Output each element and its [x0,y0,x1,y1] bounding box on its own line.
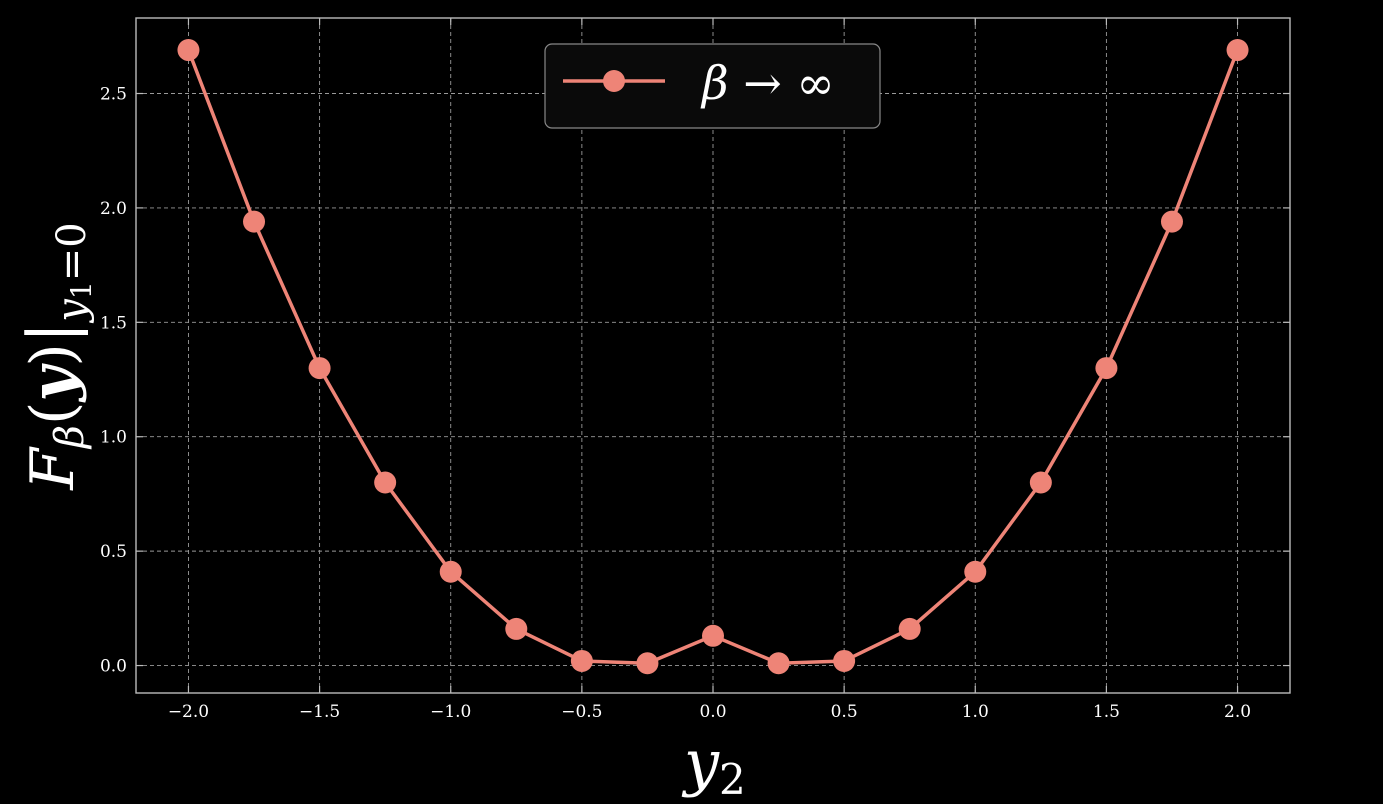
data-point [898,617,921,640]
plot-frame [135,17,1291,694]
y-tick-label: 2.0 [100,199,127,219]
legend-label: β → ∞ [700,56,835,110]
x-tick-label: 2.0 [1224,702,1251,722]
y-tick-label: 2.5 [100,85,127,105]
svg-text:y2: y2 [681,726,746,804]
data-point [767,652,790,675]
y-axis-title-close-paren: ) [18,343,88,366]
data-point [964,560,987,583]
x-axis-title-base: y [681,726,720,799]
y-axis-title-bar: | [15,322,89,344]
y-tick-label: 1.0 [100,428,127,448]
y-axis-title-bold-y: y [18,363,88,404]
series [177,39,1249,675]
data-point [1226,39,1249,62]
svg-text:Fβ(y)|y1=0: Fβ(y)|y1=0 [15,222,98,490]
data-point [374,471,397,494]
data-point [1095,357,1118,380]
data-point [702,624,724,647]
x-tick-label: 0.5 [831,702,858,722]
x-tick-label: −1.0 [430,702,471,722]
y-axis-title-open-paren: ( [18,402,88,425]
legend-marker [603,70,625,92]
legend: β → ∞ [544,43,881,129]
data-point [439,560,462,583]
x-tick-label: 1.5 [1093,702,1120,722]
data-point [1160,210,1183,233]
x-tick-label: 0.0 [699,702,726,722]
y-axis-title-beta: β [47,425,93,450]
data-point [570,649,593,672]
x-axis-title-subscript: 2 [719,755,746,804]
data-point [505,617,528,640]
y-axis-title-sub-one: 1 [65,281,98,299]
data-point [308,357,331,380]
x-tick-label: −0.5 [561,702,602,722]
ticks: −2.0 −1.5 −1.0 −0.5 0.0 0.5 1.0 1.5 2.0 0.0 0.5 1.0… [100,18,1290,722]
data-point [636,652,659,675]
data-point [833,649,856,672]
x-axis-title: y2 [681,726,746,804]
y-tick-label: 1.5 [100,313,127,333]
y-tick-label: 0.0 [100,657,127,677]
y-axis-title-sub-eq: =0 [49,222,95,281]
data-point [177,39,200,62]
y-tick-label: 0.5 [100,542,127,562]
y-axis-title: Fβ(y)|y1=0 [15,222,98,490]
data-point [243,210,266,233]
x-tick-label: −1.5 [299,702,340,722]
x-tick-label: −2.0 [168,702,209,722]
y-axis-title-f: F [18,446,88,491]
legend-box [544,43,881,129]
x-tick-label: 1.0 [962,702,989,722]
y-axis-title-sub-y: y [49,298,95,324]
data-point [1029,471,1052,494]
